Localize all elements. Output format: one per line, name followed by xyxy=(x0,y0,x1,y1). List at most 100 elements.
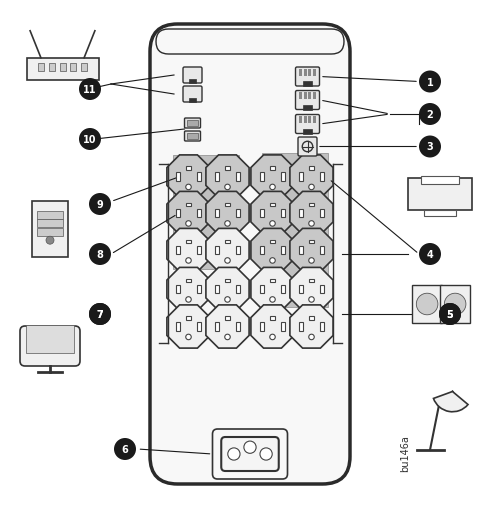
Text: 9: 9 xyxy=(96,200,103,210)
Text: 11: 11 xyxy=(83,85,97,95)
Polygon shape xyxy=(251,229,294,272)
Circle shape xyxy=(89,193,111,216)
Bar xyxy=(26,325,74,353)
Circle shape xyxy=(225,185,230,190)
Bar xyxy=(236,246,240,255)
Circle shape xyxy=(225,221,230,227)
Bar xyxy=(226,317,230,320)
Bar xyxy=(38,220,62,228)
Bar xyxy=(172,156,238,269)
Bar xyxy=(320,246,324,255)
Polygon shape xyxy=(167,192,210,235)
Circle shape xyxy=(270,297,275,303)
Bar xyxy=(198,173,200,182)
Bar xyxy=(320,173,324,182)
Bar xyxy=(310,204,314,207)
Circle shape xyxy=(79,79,101,101)
Bar xyxy=(260,323,264,331)
Text: 7: 7 xyxy=(96,309,103,319)
Circle shape xyxy=(419,243,441,266)
Circle shape xyxy=(270,334,275,340)
Circle shape xyxy=(416,294,438,315)
Bar xyxy=(412,285,442,324)
FancyBboxPatch shape xyxy=(183,68,202,84)
Circle shape xyxy=(225,297,230,303)
Text: 4: 4 xyxy=(426,249,434,260)
Bar xyxy=(38,229,62,236)
Bar xyxy=(304,70,306,76)
Circle shape xyxy=(228,448,240,460)
Circle shape xyxy=(260,448,272,460)
Bar xyxy=(282,173,284,182)
Bar xyxy=(198,323,200,331)
Polygon shape xyxy=(290,192,333,235)
Polygon shape xyxy=(290,156,333,199)
FancyBboxPatch shape xyxy=(296,91,320,110)
Bar xyxy=(302,129,312,134)
Text: bu146a: bu146a xyxy=(400,435,410,471)
Bar xyxy=(282,246,284,255)
Bar xyxy=(270,240,274,244)
Bar xyxy=(60,64,66,71)
Bar xyxy=(176,209,180,218)
Polygon shape xyxy=(251,156,294,199)
Bar xyxy=(270,279,274,282)
Text: 3: 3 xyxy=(426,142,434,152)
Bar xyxy=(176,285,180,294)
Circle shape xyxy=(270,221,275,227)
Bar xyxy=(187,121,198,127)
FancyBboxPatch shape xyxy=(184,119,200,129)
Text: 5: 5 xyxy=(446,309,454,319)
Text: 10: 10 xyxy=(83,135,97,145)
Bar xyxy=(300,173,302,182)
Circle shape xyxy=(186,297,191,303)
Bar xyxy=(308,117,312,124)
Bar xyxy=(186,240,190,244)
Bar xyxy=(300,209,302,218)
Text: 7: 7 xyxy=(96,309,103,319)
Bar xyxy=(304,93,306,100)
Bar xyxy=(302,105,312,110)
Bar xyxy=(313,70,316,76)
Bar xyxy=(236,173,240,182)
Bar xyxy=(270,317,274,320)
Bar xyxy=(216,209,218,218)
Circle shape xyxy=(309,258,314,264)
Bar xyxy=(310,317,314,320)
Bar xyxy=(38,212,62,219)
Circle shape xyxy=(89,243,111,266)
Circle shape xyxy=(309,297,314,303)
Bar xyxy=(300,285,302,294)
Text: 5: 5 xyxy=(446,309,454,319)
Bar xyxy=(189,99,196,103)
Polygon shape xyxy=(206,156,249,199)
FancyBboxPatch shape xyxy=(20,326,80,366)
Bar xyxy=(187,134,198,140)
Bar xyxy=(282,323,284,331)
Bar xyxy=(226,279,230,282)
Bar xyxy=(282,209,284,218)
Circle shape xyxy=(225,258,230,264)
Bar xyxy=(262,153,328,307)
Circle shape xyxy=(444,294,466,315)
Bar xyxy=(408,179,472,211)
Bar xyxy=(320,323,324,331)
Bar xyxy=(320,209,324,218)
Bar xyxy=(236,285,240,294)
Bar xyxy=(299,93,302,100)
Polygon shape xyxy=(206,268,249,311)
Bar xyxy=(38,64,44,71)
Bar xyxy=(186,167,190,171)
Circle shape xyxy=(309,334,314,340)
Text: 2: 2 xyxy=(426,110,434,120)
Bar xyxy=(32,202,68,258)
Bar xyxy=(198,246,200,255)
Bar xyxy=(176,246,180,255)
Polygon shape xyxy=(167,268,210,311)
Bar xyxy=(299,117,302,124)
Polygon shape xyxy=(290,268,333,311)
Circle shape xyxy=(439,303,461,325)
Bar xyxy=(310,279,314,282)
Bar xyxy=(176,173,180,182)
Circle shape xyxy=(270,258,275,264)
